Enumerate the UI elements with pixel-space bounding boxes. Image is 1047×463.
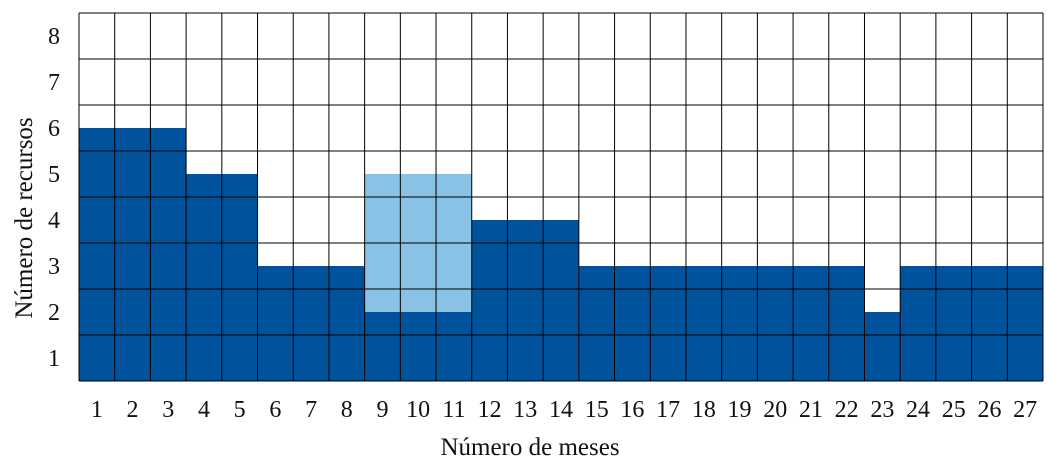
x-tick-labels: 1 2 3 4 5 6 7 8 9 10 11 12 13 14 15 16 17 18 19 20 21 22 23 24 2… xyxy=(91,397,1037,423)
x-tick-label: 17 xyxy=(656,397,680,423)
x-tick-label: 9 xyxy=(376,397,388,423)
x-tick-label: 2 xyxy=(127,397,139,423)
bar-10-series-1 xyxy=(400,312,437,381)
x-tick-label: 1 xyxy=(91,397,103,423)
x-tick-label: 19 xyxy=(728,397,752,423)
x-tick-label: 7 xyxy=(305,397,317,423)
x-tick-label: 21 xyxy=(799,397,823,423)
x-tick-label: 26 xyxy=(977,397,1001,423)
bar-8-series-1 xyxy=(328,266,365,381)
x-tick-label: 18 xyxy=(692,397,716,423)
bar-19-series-1 xyxy=(721,266,758,381)
x-tick-label: 6 xyxy=(269,397,281,423)
bar-5-series-1 xyxy=(221,174,258,381)
x-tick-label: 22 xyxy=(835,397,859,423)
y-tick-label: 6 xyxy=(48,116,60,142)
bar-7-series-1 xyxy=(293,266,329,381)
bar-22-series-1 xyxy=(828,266,865,381)
bar-16-series-1 xyxy=(614,266,651,381)
bar-15-series-1 xyxy=(578,266,615,381)
grid-layer xyxy=(78,12,1044,382)
bar-4-series-1 xyxy=(186,174,222,381)
x-tick-label: 13 xyxy=(513,397,537,423)
y-tick-label: 3 xyxy=(48,254,60,280)
x-tick-label: 3 xyxy=(162,397,174,423)
bar-11-series-1 xyxy=(436,312,472,381)
y-tick-label: 4 xyxy=(48,208,60,234)
y-axis-label: Número de recursos xyxy=(11,117,38,318)
x-tick-label: 20 xyxy=(763,397,787,423)
bar-27-series-1 xyxy=(1007,266,1043,381)
x-tick-label: 10 xyxy=(406,397,430,423)
x-tick-label: 4 xyxy=(198,397,210,423)
y-tick-label: 7 xyxy=(48,70,60,96)
y-tick-label: 1 xyxy=(48,346,60,372)
bar-26-series-1 xyxy=(971,266,1008,381)
y-tick-label: 5 xyxy=(48,162,60,188)
bar-6-series-1 xyxy=(257,266,294,381)
x-tick-label: 15 xyxy=(585,397,609,423)
bar-9-series-1 xyxy=(364,312,401,381)
bar-20-series-1 xyxy=(757,266,794,381)
bar-21-series-1 xyxy=(793,266,829,381)
bar-2-series-1 xyxy=(114,128,151,381)
bars-layer xyxy=(79,128,1043,381)
bar-1-series-1 xyxy=(79,128,115,381)
y-tick-label: 2 xyxy=(48,300,60,326)
y-tick-labels: 1 2 3 4 5 6 7 8 xyxy=(48,24,60,372)
bar-18-series-1 xyxy=(685,266,722,381)
x-tick-label: 8 xyxy=(341,397,353,423)
x-tick-label: 24 xyxy=(906,397,930,423)
y-tick-label: 8 xyxy=(48,24,60,50)
x-tick-label: 25 xyxy=(942,397,966,423)
x-axis-label: Número de meses xyxy=(440,434,619,461)
x-tick-label: 27 xyxy=(1013,397,1037,423)
x-tick-label: 11 xyxy=(442,397,465,423)
bar-17-series-1 xyxy=(650,266,686,381)
bar-23-series-1 xyxy=(864,312,901,381)
x-tick-label: 14 xyxy=(549,397,573,423)
x-tick-label: 16 xyxy=(620,397,644,423)
x-tick-label: 5 xyxy=(234,397,246,423)
bar-14-series-1 xyxy=(543,220,579,381)
bar-24-series-1 xyxy=(900,266,936,381)
bar-12-series-1 xyxy=(471,220,508,381)
bar-3-series-1 xyxy=(150,128,187,381)
x-tick-label: 23 xyxy=(870,397,894,423)
bar-13-series-1 xyxy=(507,220,544,381)
bar-25-series-1 xyxy=(935,266,972,381)
x-tick-label: 12 xyxy=(478,397,502,423)
